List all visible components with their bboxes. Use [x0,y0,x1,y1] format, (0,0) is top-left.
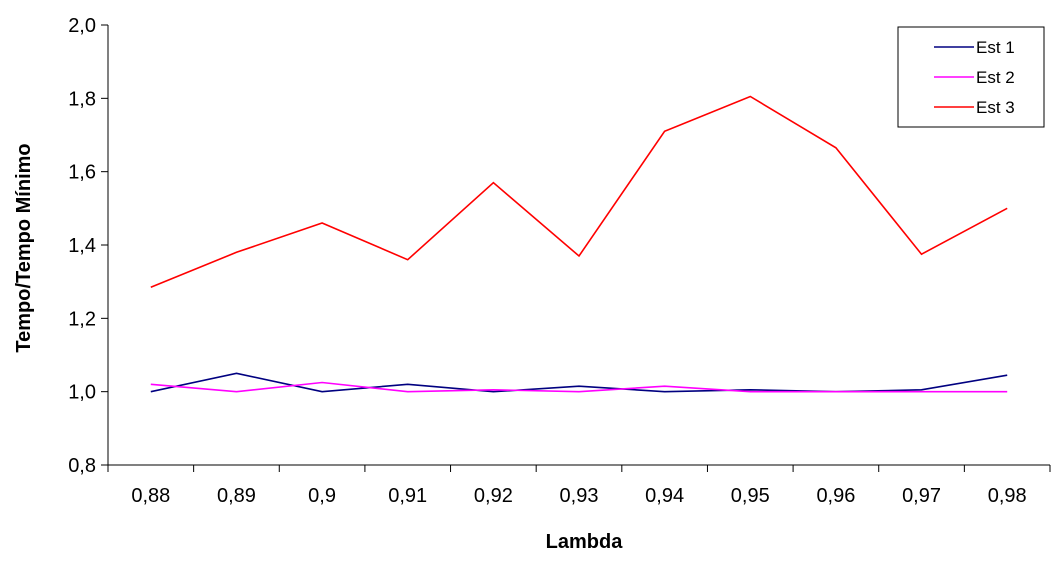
x-tick-label: 0,97 [902,485,941,507]
series-line-est-2 [150,381,1008,393]
y-tick-label: 1,4 [68,235,96,257]
y-tick-label: 1,0 [68,382,96,404]
x-tick-label: 0,94 [645,485,684,507]
x-tick-label: 0,95 [731,485,770,507]
legend-label: Est 2 [976,68,1015,87]
series-lines [150,95,1008,393]
legend: Est 1 Est 2 Est 3 [897,26,1045,128]
y-tick-label: 1,2 [68,308,96,330]
y-axis-title: Tempo/Tempo Mínimo [13,143,35,352]
y-tick-label: 1,8 [68,88,96,110]
x-tick-label: 0,93 [560,485,599,507]
y-tick-label: 0,8 [68,455,96,477]
series-line-est-1 [150,372,1008,393]
x-tick-label: 0,9 [308,485,336,507]
x-tick-label: 0,92 [474,485,513,507]
y-tick-label: 2,0 [68,15,96,37]
x-tick-label: 0,91 [388,485,427,507]
legend-label: Est 1 [976,38,1015,57]
x-axis: 0,88 0,89 0,9 0,91 0,92 0,93 0,94 0,95 0,96 0,97 0… [107,464,1051,507]
x-tick-label: 0,89 [217,485,256,507]
x-tick-label: 0,98 [988,485,1027,507]
series-line-est-3 [150,95,1008,288]
legend-label: Est 3 [976,98,1015,117]
x-tick-label: 0,88 [131,485,170,507]
y-tick-label: 1,6 [68,162,96,184]
x-axis-title: Lambda [546,531,624,553]
x-tick-label: 0,96 [816,485,855,507]
y-axis: 0,8 1,0 1,2 1,4 1,6 1,8 2,0 [68,15,109,477]
